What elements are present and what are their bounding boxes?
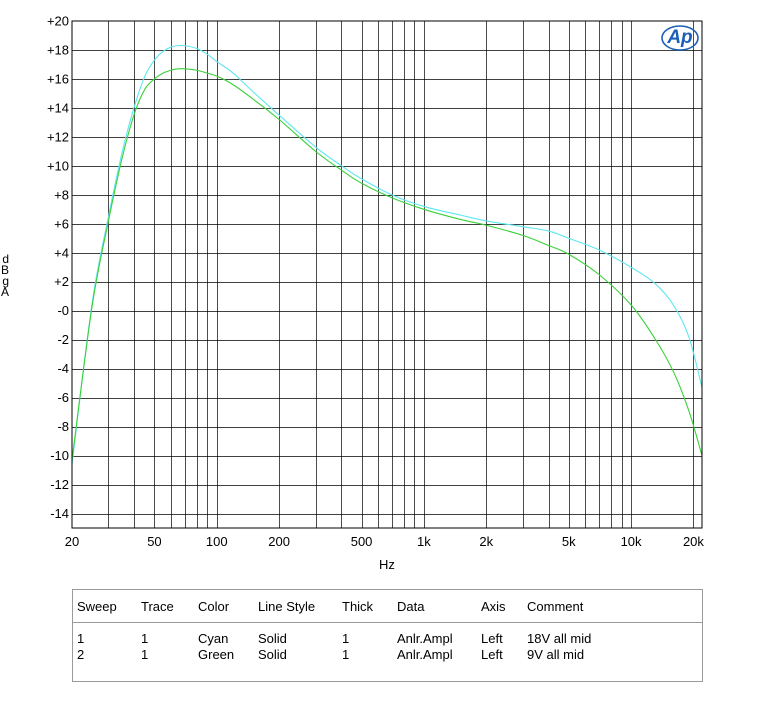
x-tick-label: 1k: [417, 534, 431, 549]
legend-row: 2 1 Green Solid 1 Anlr.Ampl Left 9V all …: [73, 647, 703, 663]
y-tick-label: +10: [47, 158, 69, 173]
x-tick-label: 2k: [479, 534, 493, 549]
y-tick-labels: +20 +18 +16 +14 +12 +10 +8 +6 +4 +2 -0 -2 -4 -6 -8 -10 -…: [47, 14, 69, 522]
x-tick-label: 500: [351, 534, 373, 549]
y-axis-label-text: d B g A: [0, 252, 9, 299]
x-tick-label: 20k: [683, 534, 704, 549]
cell: 1: [77, 631, 85, 646]
y-tick-label: +2: [54, 274, 69, 289]
cell: Green: [198, 647, 235, 662]
y-tick-label: -12: [50, 477, 69, 492]
y-tick-label: -0: [57, 303, 69, 318]
col-thick: Thick: [338, 589, 393, 623]
y-tick-label: +8: [54, 187, 69, 202]
series-line-1: [71, 44, 703, 465]
y-tick-label: -4: [57, 361, 69, 376]
cell: 1: [342, 631, 350, 646]
y-tick-label: -14: [50, 506, 69, 521]
col-axis: Axis: [477, 589, 523, 623]
x-tick-label: 20: [65, 534, 79, 549]
col-data: Data: [393, 589, 477, 623]
x-tick-label: 5k: [562, 534, 576, 549]
grid: [72, 21, 702, 528]
traces: [71, 44, 703, 465]
series-line-2: [71, 68, 703, 460]
y-tick-label: +20: [47, 14, 69, 29]
cell: 1: [342, 647, 350, 662]
cell: Left: [481, 631, 503, 646]
cell: Left: [481, 647, 503, 662]
legend-table: Sweep Trace Color Line Style Thick Data …: [72, 589, 703, 682]
x-tick-label: 100: [206, 534, 228, 549]
y-tick-label: +14: [47, 100, 69, 115]
y-tick-label: -8: [57, 419, 69, 434]
y-tick-label: -2: [57, 332, 69, 347]
cell: 1: [141, 647, 149, 662]
cell: 9V all mid: [527, 647, 585, 662]
cell: Anlr.Ampl: [397, 631, 453, 646]
ap-logo: Ap: [660, 24, 700, 52]
y-tick-label: -6: [57, 390, 69, 405]
x-tick-labels: 20 50 100 200 500 1k 2k 5k 10k 20k: [65, 534, 705, 549]
y-tick-label: +18: [47, 42, 69, 57]
y-tick-label: +16: [47, 71, 69, 86]
x-axis-label: Hz: [379, 557, 395, 572]
col-comment: Comment: [523, 589, 703, 623]
y-tick-label: -10: [50, 448, 69, 463]
legend-row: 1 1 Cyan Solid 1 Anlr.Ampl Left 18V all …: [73, 623, 703, 648]
cell: 2: [77, 647, 85, 662]
cell: 18V all mid: [527, 631, 592, 646]
frequency-response-chart: +20 +18 +16 +14 +12 +10 +8 +6 +4 +2 -0 -2 -4 -6 -8 -10 -…: [47, 14, 705, 573]
x-tick-label: 10k: [621, 534, 642, 549]
y-tick-label: +4: [54, 245, 69, 260]
legend-spacer: [73, 663, 703, 682]
spacer-cell: [73, 663, 703, 682]
ap-logo-ring-icon: [661, 25, 699, 51]
ap-logo-text: Ap: [667, 27, 693, 48]
cell: Solid: [258, 631, 287, 646]
cell: 1: [141, 631, 149, 646]
x-tick-label: 200: [268, 534, 290, 549]
x-tick-label: 50: [147, 534, 161, 549]
col-sweep: Sweep: [72, 589, 137, 623]
col-color: Color: [194, 589, 254, 623]
cell: Anlr.Ampl: [397, 647, 453, 662]
y-tick-label: +12: [47, 129, 69, 144]
cell: Solid: [258, 647, 287, 662]
col-line-style: Line Style: [254, 589, 338, 623]
cell: Cyan: [198, 631, 229, 646]
plot-border: [71, 20, 703, 529]
y-tick-label: +6: [54, 216, 69, 231]
col-trace: Trace: [137, 589, 194, 623]
legend-header-row: Sweep Trace Color Line Style Thick Data …: [72, 589, 703, 623]
y-axis-label: d B g A: [0, 232, 12, 309]
